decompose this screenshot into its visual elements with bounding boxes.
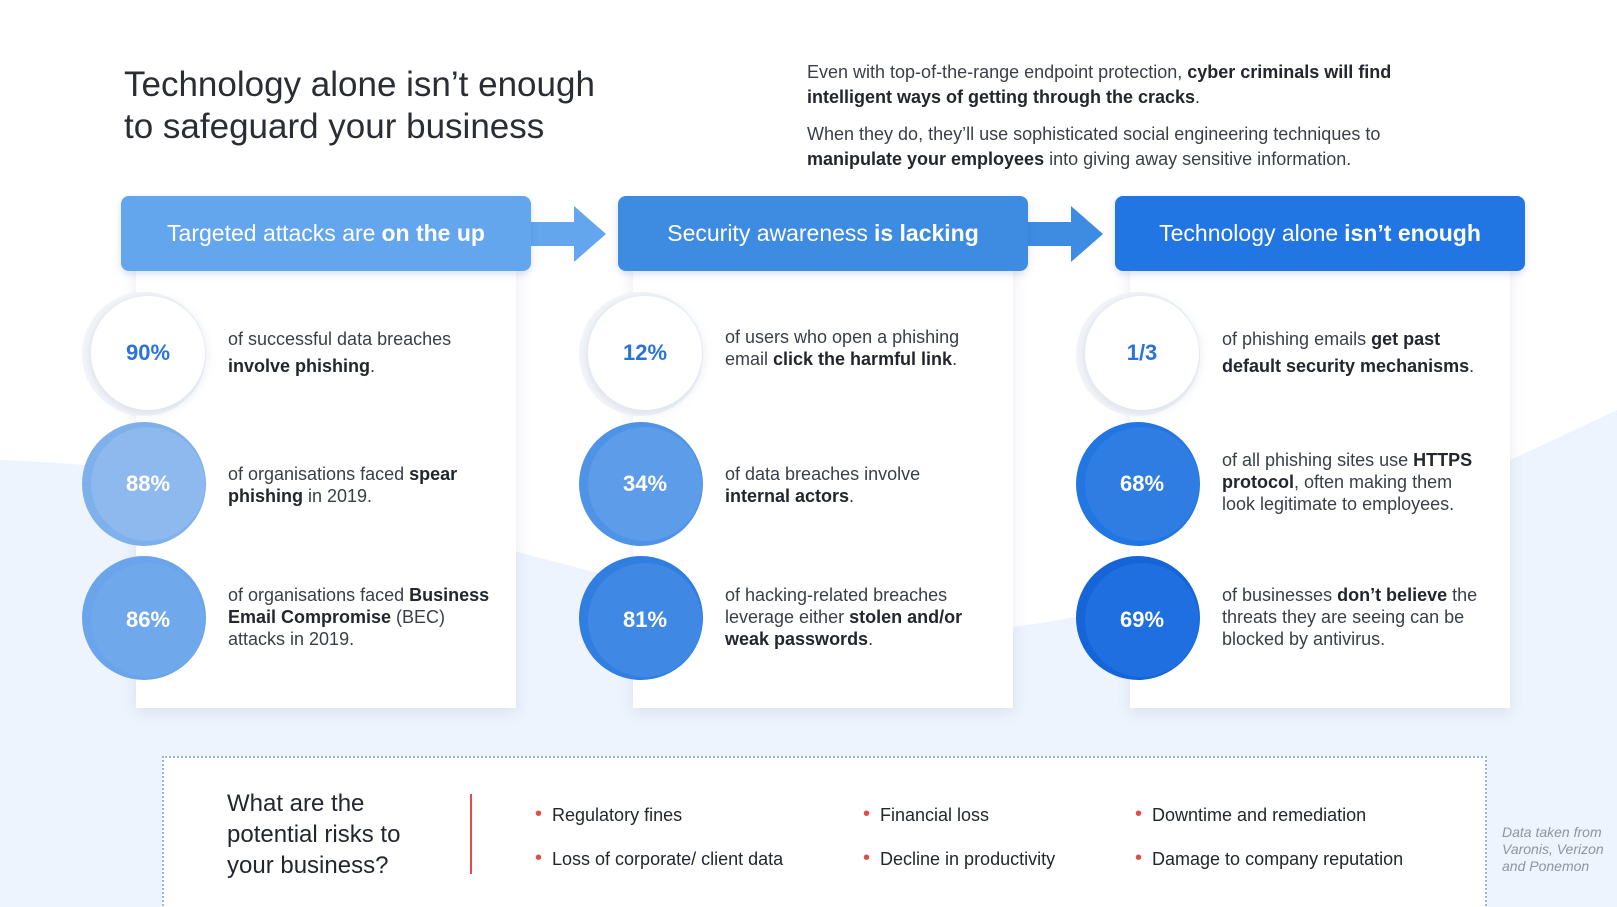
risks-question: What are the potential risks to your bus… <box>227 790 401 879</box>
intro-p1-text: Even with top-of-the-range endpoint prot… <box>807 62 1188 82</box>
stat-88-bold: spear phishing <box>228 464 458 506</box>
stat-text-81: of hacking-related breaches leverage eit… <box>725 584 990 650</box>
header-technology-alone: Technology alone isn’t enough <box>1115 196 1525 271</box>
stat-circle-69: 69% <box>1085 563 1199 677</box>
stat-text-88: of organisations faced spear phishing in… <box>228 463 493 507</box>
bullet-dot-icon: • <box>535 847 543 869</box>
page-title: Technology alone isn’t enough to safegua… <box>124 64 684 148</box>
stat-90-text: of successful data breaches <box>228 329 452 349</box>
stat-69-bold: don’t believe <box>1337 585 1448 605</box>
stat-81-text: of hacking-related breaches leverage eit… <box>725 585 948 627</box>
stat-text-90: of successful data breaches involve phis… <box>228 326 493 380</box>
stat-68-end: , often making them look legitimate to e… <box>1222 472 1455 514</box>
header-targeted-attacks: Targeted attacks are on the up <box>121 196 531 271</box>
bullet-dot-icon: • <box>863 847 871 869</box>
bullet-dot-icon: • <box>863 803 871 825</box>
header-2-text: Security awareness <box>667 220 868 246</box>
risk-item: • Downtime and remediation <box>1135 803 1367 827</box>
stat-circle-12: 12% <box>588 296 702 410</box>
arrow-right-icon <box>1027 206 1103 262</box>
intro-p2-text: When they do, they’ll use sophisticated … <box>807 124 1381 144</box>
intro-paragraph-2: When they do, they’ll use sophisticated … <box>807 122 1447 172</box>
header-security-awareness: Security awareness is lacking <box>618 196 1028 271</box>
stat-text-1-3: of phishing emails get past default secu… <box>1222 326 1487 380</box>
arrow-right-icon <box>530 206 606 262</box>
bullet-dot-icon: • <box>1135 847 1143 869</box>
stat-circle-1-3: 1/3 <box>1085 296 1199 410</box>
header-3-bold: isn’t enough <box>1344 220 1481 246</box>
risks-divider <box>470 794 472 874</box>
risk-item: • Financial loss <box>863 803 990 827</box>
risk-item-label: Regulatory fines <box>552 805 683 825</box>
stat-circle-88: 88% <box>91 427 205 541</box>
stat-12-bold: click the harmful link <box>773 349 953 369</box>
stat-90-bold: involve phishing <box>228 356 371 376</box>
stat-12-end: . <box>952 349 958 369</box>
stat-text-69: of businesses don’t believe the threats … <box>1222 584 1487 650</box>
stat-1-3-text: of phishing emails <box>1222 329 1372 349</box>
stat-69-text: of businesses <box>1222 585 1338 605</box>
risks-box <box>162 756 1487 907</box>
stat-1-3-end: . <box>1469 356 1475 376</box>
stat-88-text: of organisations faced <box>228 464 410 484</box>
stat-circle-86: 86% <box>91 563 205 677</box>
stat-circle-68: 68% <box>1085 427 1199 541</box>
intro-p1-end: . <box>1195 87 1201 107</box>
stat-text-12: of users who open a phishing email click… <box>725 326 990 370</box>
risk-item: • Loss of corporate/ client data <box>535 847 784 871</box>
intro-p2-end: into giving away sensitive information. <box>1044 149 1352 169</box>
stat-86-bold: Business Email Compromise <box>228 585 490 627</box>
stat-81-bold: stolen and/or weak passwords <box>725 607 963 649</box>
source-note: Data taken from Varonis, Verizon and Pon… <box>1502 824 1604 874</box>
stat-34-bold: internal actors <box>725 486 850 506</box>
header-3-text: Technology alone <box>1159 220 1339 246</box>
stat-69-end: the threats they are seeing can be block… <box>1222 585 1478 649</box>
stat-68-bold: HTTPS protocol <box>1222 450 1473 492</box>
title-line-1: Technology alone isn’t enough <box>124 65 595 104</box>
bullet-dot-icon: • <box>1135 803 1143 825</box>
intro-p1-bold: cyber criminals will find intelligent wa… <box>807 62 1392 107</box>
risk-item-label: Decline in productivity <box>880 849 1056 869</box>
risk-item-label: Downtime and remediation <box>1152 805 1367 825</box>
stat-12-text: of users who open a phishing email <box>725 327 960 369</box>
stat-81-end: . <box>868 629 874 649</box>
intro-text: Even with top-of-the-range endpoint prot… <box>807 60 1447 184</box>
stat-text-68: of all phishing sites use HTTPS protocol… <box>1222 449 1487 515</box>
stat-text-86: of organisations faced Business Email Co… <box>228 584 493 650</box>
intro-paragraph-1: Even with top-of-the-range endpoint prot… <box>807 60 1447 110</box>
stat-text-34: of data breaches involve internal actors… <box>725 463 990 507</box>
stat-90-end: . <box>370 356 376 376</box>
risk-item-label: Financial loss <box>880 805 990 825</box>
risk-item: • Damage to company reputation <box>1135 847 1404 871</box>
title-line-2: to safeguard your business <box>124 107 545 146</box>
header-2-bold: is lacking <box>873 220 979 246</box>
risk-item: • Regulatory fines <box>535 803 683 827</box>
stat-86-end: (BEC) attacks in 2019. <box>228 607 446 649</box>
header-1-text: Targeted attacks are <box>167 220 376 246</box>
stat-68-text: of all phishing sites use <box>1222 450 1414 470</box>
header-1-bold: on the up <box>381 220 485 246</box>
intro-p2-bold: manipulate your employees <box>807 149 1045 169</box>
risk-item: • Decline in productivity <box>863 847 1056 871</box>
stat-1-3-bold: get past default security mechanisms <box>1222 329 1470 376</box>
stat-circle-90: 90% <box>91 296 205 410</box>
stat-circle-81: 81% <box>588 563 702 677</box>
bullet-dot-icon: • <box>535 803 543 825</box>
risk-item-label: Damage to company reputation <box>1152 849 1404 869</box>
risk-item-label: Loss of corporate/ client data <box>552 849 784 869</box>
stat-34-end: . <box>849 486 855 506</box>
stat-86-text: of organisations faced <box>228 585 410 605</box>
stat-34-text: of data breaches involve <box>725 464 921 484</box>
stat-88-end: in 2019. <box>303 486 373 506</box>
stat-circle-34: 34% <box>588 427 702 541</box>
